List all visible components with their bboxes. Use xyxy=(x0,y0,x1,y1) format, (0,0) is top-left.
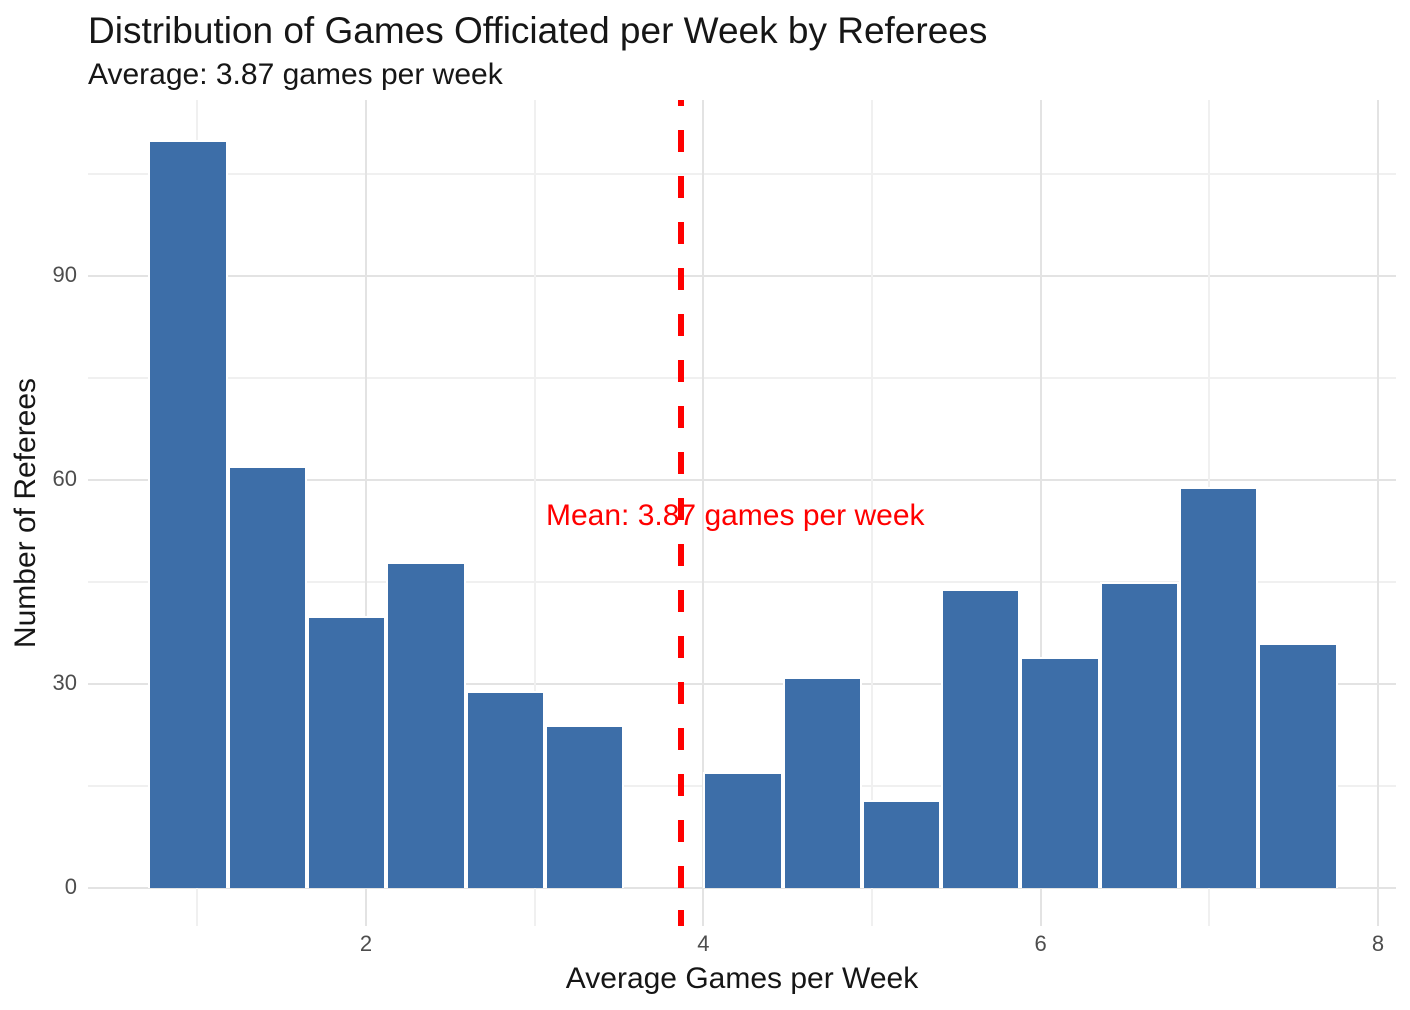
x-tick-label: 4 xyxy=(697,931,710,956)
y-tick-label: 90 xyxy=(52,262,77,287)
x-major-gridline xyxy=(1377,100,1380,926)
y-tick-label: 60 xyxy=(52,466,77,491)
mean-dashed-line xyxy=(678,100,685,926)
histogram-bar xyxy=(941,588,1021,888)
y-axis-title: Number of Referees xyxy=(9,377,42,649)
histogram-bar xyxy=(386,561,466,888)
chart-title: Distribution of Games Officiated per Wee… xyxy=(88,10,988,51)
histogram-bar xyxy=(1020,656,1100,888)
x-tick-label: 8 xyxy=(1371,931,1385,956)
x-minor-gridline xyxy=(871,100,873,926)
histogram-bar xyxy=(861,799,942,888)
histogram-bar xyxy=(465,690,545,888)
chart-subtitle: Average: 3.87 games per week xyxy=(88,58,503,91)
y-major-gridline xyxy=(88,683,1396,685)
histogram-bar xyxy=(1099,582,1179,888)
histogram-bar xyxy=(227,466,307,888)
x-major-gridline xyxy=(1039,100,1042,926)
y-minor-gridline xyxy=(88,581,1396,583)
histogram-bar xyxy=(1178,486,1259,888)
histogram-bar xyxy=(703,772,783,888)
histogram-bar xyxy=(148,140,228,888)
y-tick-label: 0 xyxy=(64,874,77,899)
y-minor-gridline xyxy=(88,173,1396,175)
y-major-gridline xyxy=(88,479,1396,481)
y-tick-label: 30 xyxy=(52,670,77,695)
x-major-gridline xyxy=(365,100,367,926)
x-major-gridline xyxy=(702,100,705,926)
y-major-gridline xyxy=(88,275,1396,277)
histogram-bar xyxy=(306,616,387,888)
x-tick-label: 6 xyxy=(1034,931,1047,956)
x-tick-label: 2 xyxy=(359,931,373,956)
x-minor-gridline xyxy=(533,100,536,926)
y-major-gridline xyxy=(88,887,1396,889)
histogram-bar xyxy=(782,677,862,888)
x-axis-title: Average Games per Week xyxy=(565,962,919,995)
mean-annotation: Mean: 3.87 games per week xyxy=(546,499,925,532)
histogram-bar xyxy=(1258,643,1338,888)
histogram-bar xyxy=(544,724,625,888)
y-minor-gridline xyxy=(88,377,1396,379)
